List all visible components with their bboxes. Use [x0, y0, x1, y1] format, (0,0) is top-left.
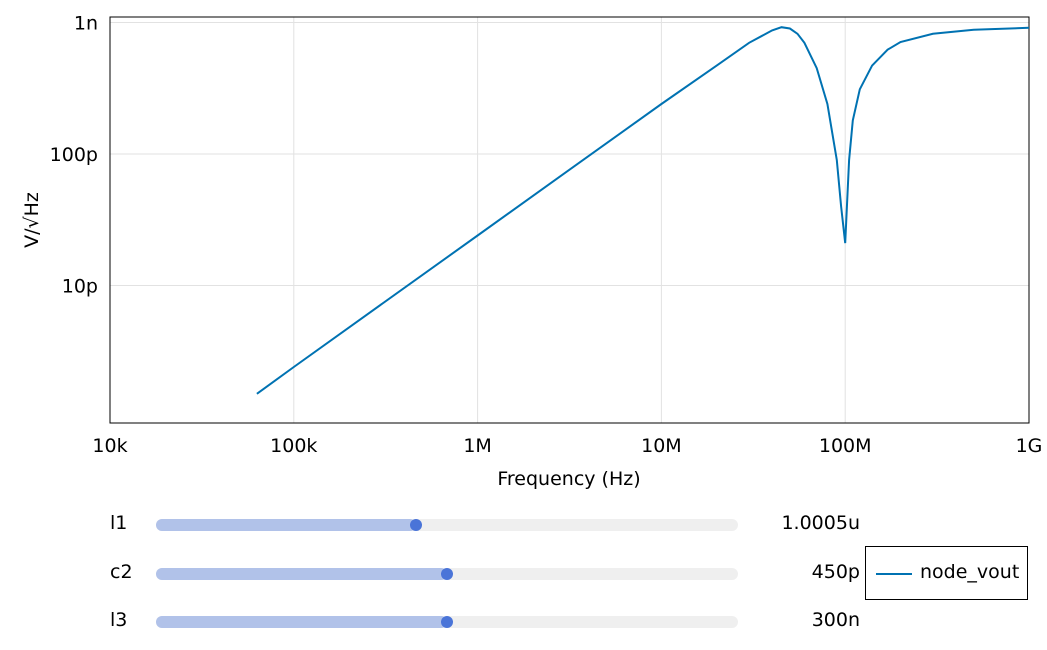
y-tick-label: 10p: [62, 275, 98, 297]
y-axis-label: V/√Hz: [21, 192, 43, 248]
slider-l3-label: l3: [110, 609, 128, 631]
slider-c2-knob[interactable]: [441, 568, 453, 580]
slider-l3-knob[interactable]: [441, 616, 453, 628]
frequency-response-chart: 10k 100k 1M 10M 100M 1G 10p 100p 1n Frequency (H…: [21, 12, 1043, 490]
x-tick-label: 10k: [92, 435, 127, 457]
x-tick-label: 100M: [819, 435, 872, 457]
slider-l3-value: 300n: [811, 609, 860, 631]
slider-l3-fill: [156, 616, 447, 628]
y-tick-label: 100p: [50, 144, 98, 166]
slider-l1-knob[interactable]: [409, 519, 422, 531]
x-tick-label: 100k: [270, 435, 317, 457]
slider-l3-track[interactable]: [156, 616, 738, 628]
grid-lines: [109, 17, 1030, 423]
tick-labels: 10k 100k 1M 10M 100M 1G 10p 100p 1n: [50, 12, 1043, 457]
slider-c2-value: 450p: [811, 561, 860, 583]
slider-l1-label: l1: [110, 512, 128, 534]
slider-c2-label: c2: [110, 561, 133, 583]
slider-c2-track[interactable]: [156, 568, 738, 580]
x-tick-label: 1M: [463, 435, 491, 457]
x-tick-label: 10M: [641, 435, 682, 457]
legend-swatch-node-vout: [876, 573, 912, 575]
slider-l1-value: 1.0005u: [781, 512, 860, 534]
x-axis-label: Frequency (Hz): [497, 468, 640, 490]
plot-frame: [109, 16, 1030, 424]
slider-l1-track[interactable]: [156, 519, 738, 531]
x-tick-label: 1G: [1016, 435, 1043, 457]
slider-c2-fill: [156, 568, 447, 580]
slider-l1[interactable]: l1 1.0005u: [0, 509, 860, 539]
slider-l3[interactable]: l3 300n: [0, 606, 860, 636]
legend: node_vout: [865, 546, 1028, 600]
y-tick-label: 1n: [74, 12, 98, 34]
slider-l1-fill: [156, 519, 416, 531]
legend-label-node-vout: node_vout: [920, 561, 1020, 583]
slider-c2[interactable]: c2 450p: [0, 558, 860, 588]
series-line-node-vout: [256, 26, 1030, 395]
